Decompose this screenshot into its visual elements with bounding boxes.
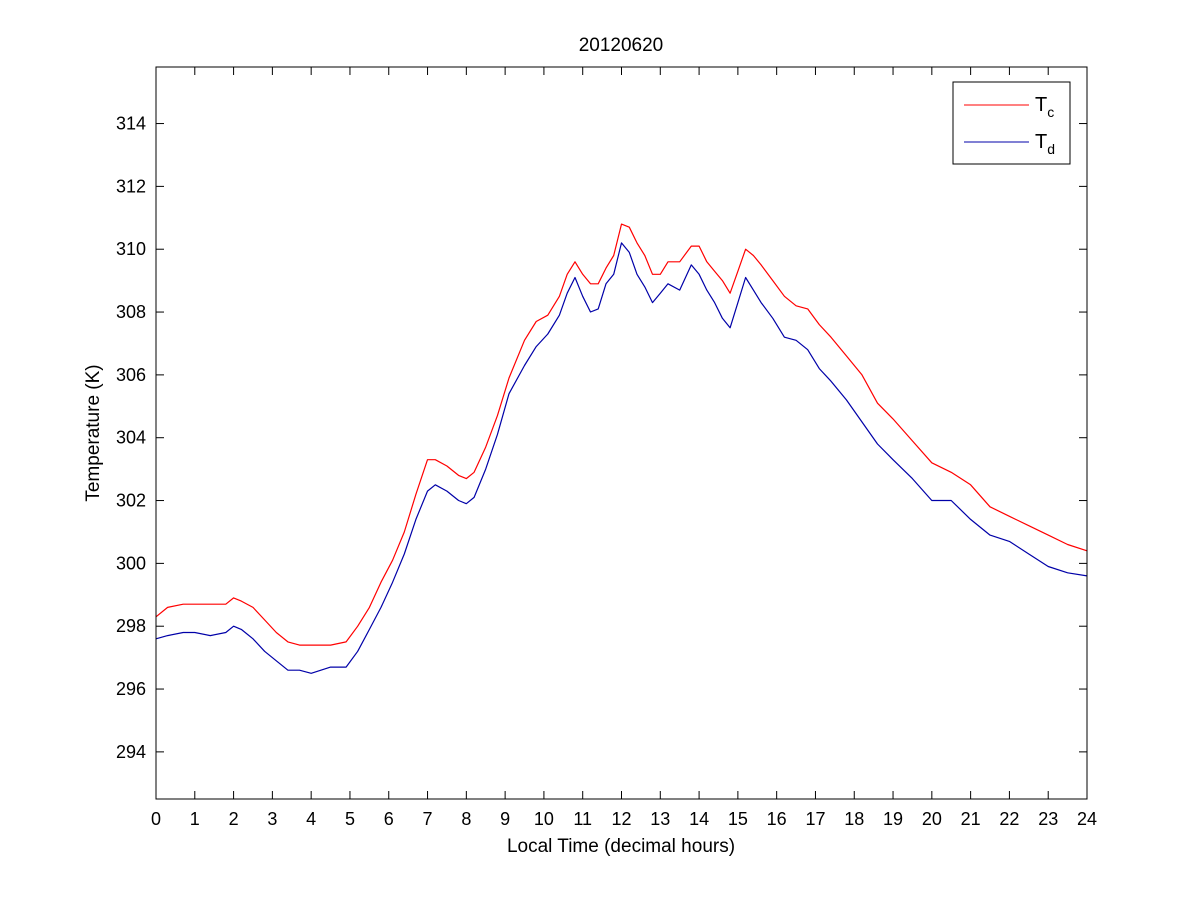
x-tick-label: 5 <box>345 809 355 829</box>
y-tick-label: 314 <box>116 114 146 134</box>
x-tick-label: 11 <box>573 809 592 829</box>
x-tick-label: 17 <box>805 809 825 829</box>
x-tick-label: 13 <box>650 809 670 829</box>
series-line-td <box>155 242 1088 674</box>
legend-label-td: Td <box>1035 131 1055 157</box>
x-tick-label: 12 <box>611 809 631 829</box>
x-tick-label: 7 <box>423 809 433 829</box>
axes-layer: 0 1 2 3 4 5 6 7 8 9 10 11 12 13 14 15 16 17 18 19 20 21 22 23 24… <box>116 67 1097 829</box>
x-tick-label: 0 <box>151 809 161 829</box>
chart-title: 20120620 <box>579 35 664 56</box>
x-tick-label: 8 <box>461 809 471 829</box>
x-tick-label: 14 <box>689 809 709 829</box>
x-tick-label: 3 <box>267 809 277 829</box>
y-tick-label: 306 <box>116 365 146 385</box>
y-tick-label: 304 <box>116 428 146 448</box>
y-tick-label: 308 <box>116 302 146 322</box>
legend: Tc Td <box>952 81 1071 165</box>
x-tick-label: 18 <box>844 809 864 829</box>
series-line-tc <box>155 223 1088 646</box>
y-axis-label: Temperature (K) <box>83 364 104 501</box>
x-tick-label: 6 <box>384 809 394 829</box>
y-tick-label: 296 <box>116 679 146 699</box>
y-tick-label: 310 <box>116 239 146 259</box>
y-tick-label: 312 <box>116 176 146 196</box>
x-tick-label: 20 <box>922 809 942 829</box>
x-tick-label: 23 <box>1038 809 1058 829</box>
y-tick-label: 302 <box>116 491 146 511</box>
x-tick-label: 1 <box>190 809 200 829</box>
x-tick-label: 15 <box>728 809 748 829</box>
x-tick-label: 24 <box>1077 809 1097 829</box>
x-tick-label: 4 <box>306 809 316 829</box>
series-layer <box>155 223 1088 674</box>
legend-label-tc: Tc <box>1035 94 1054 120</box>
y-tick-label: 300 <box>116 553 146 573</box>
x-tick-label: 10 <box>534 809 554 829</box>
y-tick-label: 294 <box>116 742 146 762</box>
x-tick-label: 22 <box>999 809 1019 829</box>
x-tick-label: 19 <box>883 809 903 829</box>
x-axis-label: Local Time (decimal hours) <box>507 836 735 857</box>
legend-box <box>952 81 1071 165</box>
x-tick-label: 21 <box>961 809 981 829</box>
y-tick-label: 298 <box>116 616 146 636</box>
x-tick-label: 16 <box>767 809 787 829</box>
x-tick-label: 2 <box>229 809 239 829</box>
x-tick-label: 9 <box>500 809 510 829</box>
